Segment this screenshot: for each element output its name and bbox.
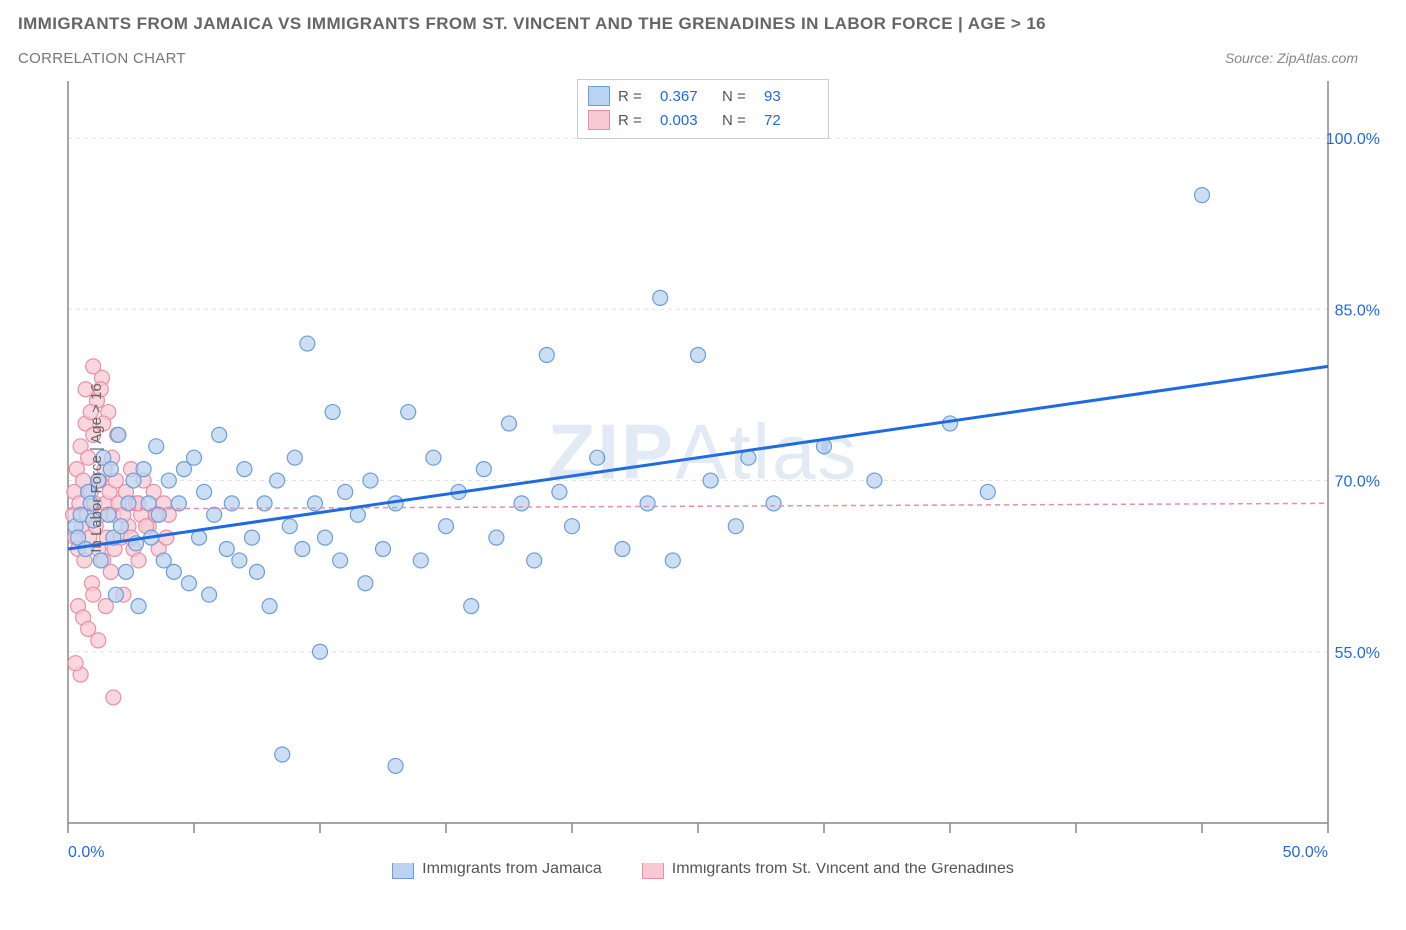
source-prefix: Source: — [1225, 50, 1277, 66]
chart-container: In Labor Force | Age > 16 0.0% 50.0% 55.0%… — [18, 73, 1388, 863]
svg-text:70.0%: 70.0% — [1335, 474, 1380, 491]
y-axis-label: In Labor Force | Age > 16 — [88, 383, 105, 552]
n-label-2: N = — [722, 112, 756, 129]
source-attribution: Source: ZipAtlas.com — [1225, 50, 1388, 66]
n-label-1: N = — [722, 88, 756, 105]
stats-legend: R = 0.367 N = 93 R = 0.003 N = 72 — [577, 79, 829, 139]
r-value-1: 0.367 — [660, 88, 714, 105]
page-title: IMMIGRANTS FROM JAMAICA VS IMMIGRANTS FR… — [18, 14, 1388, 34]
header: IMMIGRANTS FROM JAMAICA VS IMMIGRANTS FR… — [0, 0, 1406, 67]
svg-text:85.0%: 85.0% — [1335, 302, 1380, 319]
svg-text:0.0%: 0.0% — [68, 844, 104, 861]
subtitle-row: CORRELATION CHART Source: ZipAtlas.com — [18, 50, 1388, 67]
r-value-2: 0.003 — [660, 112, 714, 129]
n-value-2: 72 — [764, 112, 818, 129]
r-label-1: R = — [618, 88, 652, 105]
svg-text:50.0%: 50.0% — [1283, 844, 1328, 861]
stats-legend-row-2: R = 0.003 N = 72 — [588, 108, 818, 132]
swatch-series2-icon — [588, 110, 610, 130]
svg-text:55.0%: 55.0% — [1335, 645, 1380, 662]
correlation-scatter-chart: 0.0% 50.0% 55.0% 70.0% 85.0% 100.0% — [18, 73, 1388, 863]
r-label-2: R = — [618, 112, 652, 129]
svg-text:100.0%: 100.0% — [1326, 131, 1380, 148]
n-value-1: 93 — [764, 88, 818, 105]
subtitle: CORRELATION CHART — [18, 50, 186, 67]
stats-legend-row-1: R = 0.367 N = 93 — [588, 84, 818, 108]
swatch-series1-icon — [588, 86, 610, 106]
source-name: ZipAtlas.com — [1277, 50, 1358, 66]
